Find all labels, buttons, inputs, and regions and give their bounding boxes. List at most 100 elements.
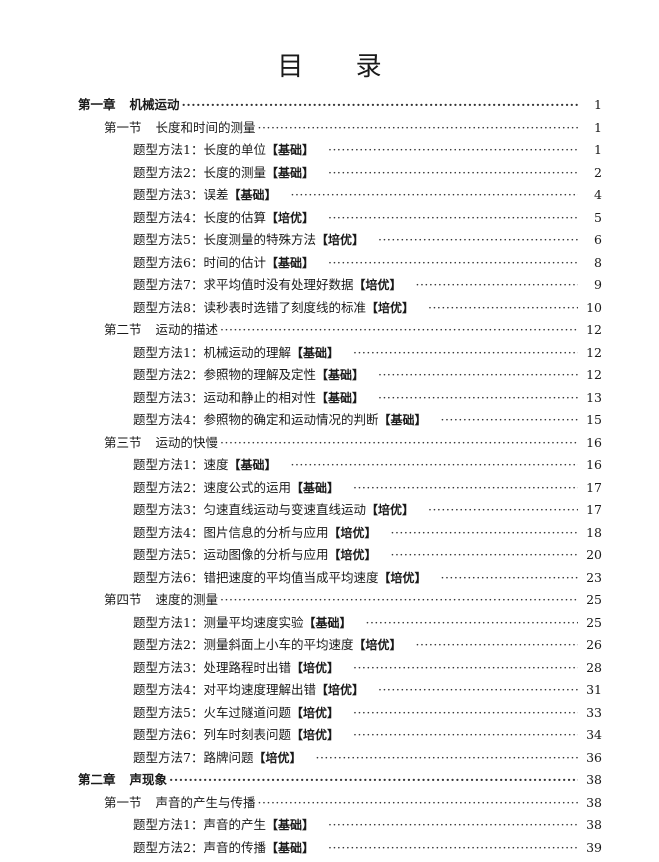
entry-title: 题型方法4：参照物的确定和运动情况的判断【基础】 (133, 409, 426, 432)
entry-label: 长度的单位 (203, 142, 266, 157)
toc-method-entry[interactable]: 题型方法4：参照物的确定和运动情况的判断【基础】 15 (78, 409, 602, 432)
page-number: 39 (586, 839, 602, 855)
entry-label: 时间的估计 (203, 254, 266, 270)
entry-label: 长度测量的特殊方法 (203, 232, 316, 247)
toc-method-entry[interactable]: 题型方法1：长度的单位【基础】 1 (78, 139, 602, 162)
entry-number: 题型方法3： (133, 389, 204, 405)
entry-title: 题型方法6：时间的估计【基础】 (133, 252, 314, 275)
toc-method-entry[interactable]: 题型方法7：求平均值时没有处理好数据【培优】 9 (78, 274, 602, 297)
toc-method-entry[interactable]: 题型方法5：长度测量的特殊方法【培优】 6 (78, 229, 602, 252)
entry-number: 题型方法6： (133, 254, 204, 270)
entry-title: 题型方法1：机械运动的理解【基础】 (133, 342, 339, 365)
difficulty-tag: 【基础】 (265, 255, 314, 270)
toc-method-entry[interactable]: 题型方法8：读秒表时选错了刻度线的标准【培优】 10 (78, 297, 602, 320)
toc-method-entry[interactable]: 题型方法1：机械运动的理解【基础】 12 (78, 342, 602, 365)
toc-method-entry[interactable]: 题型方法6：时间的估计【基础】 8 (78, 252, 602, 275)
toc-method-entry[interactable]: 题型方法5：火车过隧道问题【培优】 33 (78, 702, 602, 725)
entry-number: 题型方法2： (133, 479, 204, 495)
entry-number: 题型方法2： (133, 164, 204, 180)
entry-title: 第一章 机械运动 (78, 94, 180, 117)
toc-method-entry[interactable]: 题型方法4：图片信息的分析与应用【培优】 18 (78, 522, 602, 545)
page-number: 20 (586, 547, 602, 562)
toc-method-entry[interactable]: 题型方法6：错把速度的平均值当成平均速度【培优】 23 (78, 567, 602, 590)
difficulty-tag: 【基础】 (315, 390, 364, 405)
difficulty-tag: 【基础】 (265, 840, 314, 855)
toc-method-entry[interactable]: 题型方法6：列车时刻表问题【培优】 34 (78, 724, 602, 747)
toc-method-entry[interactable]: 题型方法4：长度的估算【培优】 5 (78, 207, 602, 230)
entry-label: 路牌问题 (203, 749, 254, 765)
entry-number: 题型方法1： (133, 344, 204, 360)
page-number: 16 (586, 434, 602, 450)
page-number: 12 (586, 322, 602, 337)
page-title: 目 录 (277, 52, 404, 82)
page-number: 34 (586, 727, 602, 742)
entry-label: 误差 (203, 187, 229, 202)
dot-leader (290, 184, 578, 207)
entry-number: 题型方法1： (133, 142, 204, 157)
toc-method-entry[interactable]: 题型方法2：声音的传播【基础】 39 (78, 837, 602, 860)
page-number: 25 (586, 592, 602, 607)
entry-label: 声音的传播 (203, 839, 266, 855)
toc-method-entry[interactable]: 题型方法7：路牌问题【培优】 36 (78, 747, 602, 770)
toc-method-entry[interactable]: 题型方法3：匀速直线运动与变速直线运动【培优】 17 (78, 499, 602, 522)
toc-method-entry[interactable]: 题型方法1：声音的产生【基础】 38 (78, 814, 602, 837)
toc-method-entry[interactable]: 题型方法1：测量平均速度实验【基础】 25 (78, 612, 602, 635)
toc-method-entry[interactable]: 题型方法3：处理路程时出错【培优】 28 (78, 657, 602, 680)
toc-method-entry[interactable]: 题型方法2：参照物的理解及定性【基础】 12 (78, 364, 602, 387)
entry-title: 题型方法2：测量斜面上小车的平均速度【培优】 (133, 634, 401, 657)
dot-leader (378, 387, 578, 410)
page-number: 2 (594, 164, 602, 180)
toc-method-entry[interactable]: 题型方法3：运动和静止的相对性【基础】 13 (78, 387, 602, 410)
entry-title: 第三节 运动的快慢 (104, 432, 218, 455)
entry-title: 第四节 速度的测量 (104, 589, 218, 612)
entry-title: 题型方法5：长度测量的特殊方法【培优】 (133, 229, 364, 252)
entry-number: 题型方法4： (133, 524, 204, 540)
entry-number: 题型方法5： (133, 547, 204, 562)
toc-method-entry[interactable]: 题型方法2：长度的测量【基础】 2 (78, 162, 602, 185)
dot-leader (390, 522, 578, 545)
entry-label: 错把速度的平均值当成平均速度 (203, 569, 379, 585)
entry-number: 第二节 (104, 322, 142, 337)
toc-method-entry[interactable]: 题型方法2：速度公式的运用【基础】 17 (78, 477, 602, 500)
page-number: 36 (586, 749, 602, 765)
toc-method-entry[interactable]: 题型方法4：对平均速度理解出错【培优】 31 (78, 679, 602, 702)
entry-number: 题型方法2： (133, 839, 204, 855)
entry-title: 题型方法7：求平均值时没有处理好数据【培优】 (133, 274, 401, 297)
entry-label: 速度的测量 (155, 592, 219, 607)
toc-method-entry[interactable]: 题型方法5：运动图像的分析与应用【培优】 20 (78, 544, 602, 567)
toc-method-entry[interactable]: 题型方法1：速度【基础】 16 (78, 454, 602, 477)
entry-label: 求平均值时没有处理好数据 (203, 277, 354, 292)
difficulty-tag: 【培优】 (353, 638, 402, 652)
entry-number: 第四节 (104, 592, 142, 607)
entry-title: 第一节 声音的产生与传播 (104, 792, 256, 815)
page-number: 8 (594, 254, 602, 270)
entry-number: 题型方法6： (133, 569, 204, 585)
toc-method-entry[interactable]: 题型方法2：测量斜面上小车的平均速度【培优】 26 (78, 634, 602, 657)
page-number: 5 (594, 209, 602, 225)
entry-label: 参照物的确定和运动情况的判断 (203, 412, 379, 427)
dot-leader (169, 769, 578, 792)
difficulty-tag: 【培优】 (328, 525, 377, 540)
difficulty-tag: 【培优】 (290, 705, 339, 720)
entry-number: 题型方法4： (133, 412, 204, 427)
dot-leader (353, 477, 578, 500)
dot-leader (353, 724, 578, 747)
entry-number: 题型方法5： (133, 232, 204, 247)
page-number: 6 (594, 232, 602, 247)
page-number: 16 (586, 457, 602, 472)
entry-title: 题型方法4：长度的估算【培优】 (133, 207, 314, 230)
dot-leader (220, 319, 578, 342)
dot-leader (328, 139, 578, 162)
entry-number: 第一章 (78, 97, 116, 112)
entry-number: 题型方法3： (133, 502, 204, 517)
difficulty-tag: 【培优】 (290, 728, 339, 742)
toc-method-entry[interactable]: 题型方法3：误差【基础】 4 (78, 184, 602, 207)
entry-title: 题型方法5：火车过隧道问题【培优】 (133, 702, 339, 725)
